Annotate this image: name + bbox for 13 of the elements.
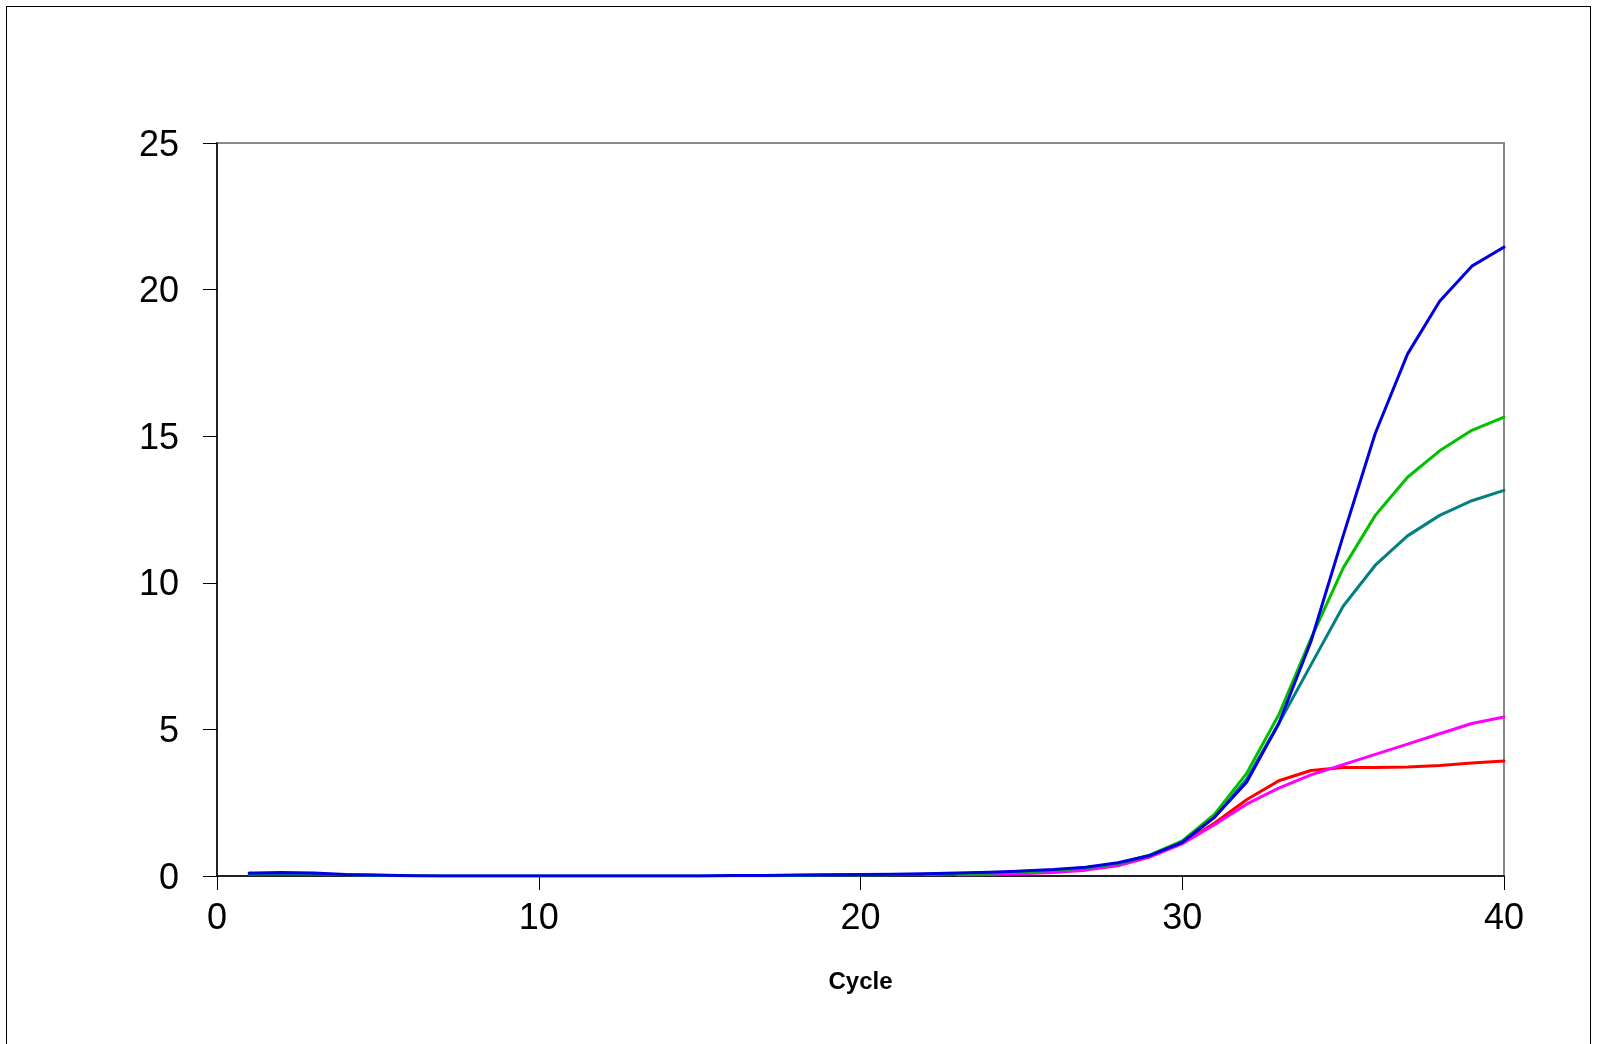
line-series	[247, 245, 1506, 878]
y-tick-label: 15	[138, 415, 179, 457]
x-tick-label: 0	[206, 895, 228, 937]
x-tick-label: 20	[840, 895, 881, 937]
x-tick-label: 10	[518, 895, 559, 937]
x-tick-label: 30	[1162, 895, 1203, 937]
y-tick-label: 20	[138, 269, 179, 311]
y-tick-label: 0	[158, 855, 179, 897]
x-axis-title: Cycle	[828, 966, 893, 994]
y-tick-label: 10	[138, 562, 179, 604]
x-tick-label: 40	[1483, 895, 1525, 937]
y-tick-label: 25	[138, 122, 179, 164]
y-tick-label: 5	[158, 708, 179, 750]
